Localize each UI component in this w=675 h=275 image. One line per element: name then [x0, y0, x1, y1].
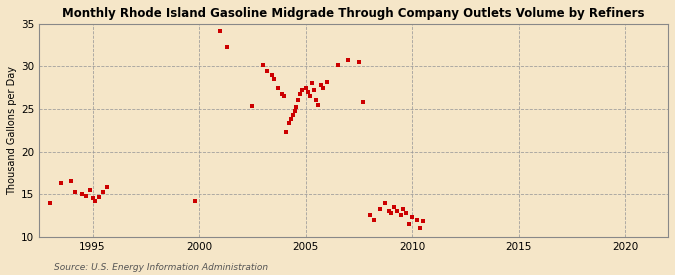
Point	[76, 192, 87, 196]
Point	[411, 218, 422, 222]
Point	[398, 207, 408, 212]
Point	[70, 190, 81, 195]
Point	[389, 205, 400, 209]
Point	[98, 189, 109, 194]
Point	[395, 213, 406, 218]
Point	[65, 179, 76, 184]
Point	[293, 98, 304, 103]
Point	[55, 181, 66, 185]
Point	[308, 88, 319, 92]
Point	[332, 62, 343, 67]
Point	[268, 77, 279, 81]
Point	[295, 92, 306, 96]
Point	[291, 105, 302, 109]
Point	[315, 83, 326, 87]
Point	[190, 199, 200, 203]
Point	[279, 94, 290, 98]
Point	[313, 103, 324, 107]
Point	[400, 211, 411, 215]
Point	[297, 88, 308, 92]
Point	[266, 73, 277, 77]
Point	[407, 215, 418, 219]
Text: Source: U.S. Energy Information Administration: Source: U.S. Energy Information Administ…	[54, 263, 268, 272]
Point	[281, 130, 292, 134]
Point	[414, 226, 425, 230]
Point	[247, 104, 258, 109]
Point	[383, 209, 394, 213]
Point	[284, 121, 294, 126]
Point	[317, 86, 328, 90]
Y-axis label: Thousand Gallons per Day: Thousand Gallons per Day	[7, 66, 17, 195]
Point	[404, 222, 414, 226]
Point	[89, 199, 100, 203]
Point	[369, 218, 379, 222]
Point	[385, 211, 396, 215]
Point	[343, 57, 354, 62]
Point	[102, 185, 113, 189]
Point	[273, 86, 284, 90]
Point	[358, 100, 369, 104]
Point	[311, 98, 322, 103]
Title: Monthly Rhode Island Gasoline Midgrade Through Company Outlets Volume by Refiner: Monthly Rhode Island Gasoline Midgrade T…	[62, 7, 645, 20]
Point	[321, 79, 332, 84]
Point	[277, 92, 288, 96]
Point	[215, 29, 226, 33]
Point	[87, 196, 98, 200]
Point	[302, 90, 313, 94]
Point	[300, 86, 311, 90]
Point	[286, 117, 296, 122]
Point	[85, 188, 96, 192]
Point	[364, 213, 375, 218]
Point	[354, 60, 364, 64]
Point	[81, 194, 92, 198]
Point	[379, 200, 390, 205]
Point	[290, 109, 300, 113]
Point	[288, 113, 298, 117]
Point	[262, 68, 273, 73]
Point	[375, 207, 385, 211]
Point	[45, 200, 55, 205]
Point	[258, 62, 269, 67]
Point	[306, 81, 317, 86]
Point	[94, 194, 105, 199]
Point	[418, 219, 429, 224]
Point	[221, 45, 232, 49]
Point	[392, 209, 403, 213]
Point	[304, 94, 315, 98]
